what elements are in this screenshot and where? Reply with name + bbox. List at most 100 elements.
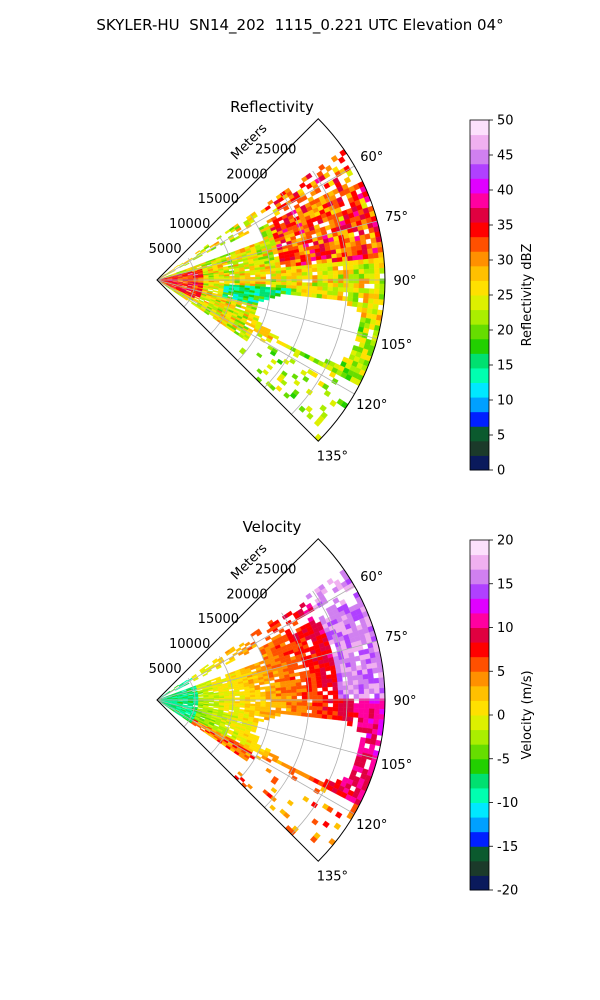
- radar-cell: [362, 302, 369, 309]
- colorbar-segment: [470, 744, 489, 760]
- radar-cell: [306, 292, 313, 298]
- radar-cell: [260, 281, 266, 285]
- radar-cell: [291, 620, 299, 627]
- radar-cell: [286, 272, 292, 277]
- colorbar-segment: [470, 715, 489, 731]
- radar-cell: [306, 412, 314, 420]
- radar-cell: [270, 701, 277, 706]
- radar-cell: [332, 266, 339, 271]
- azimuth-tick-label: 75°: [385, 210, 408, 225]
- radar-cell: [190, 722, 197, 727]
- radar-cell: [342, 256, 348, 262]
- radar-cell: [371, 242, 378, 249]
- radar-cell: [336, 677, 343, 683]
- colorbar-tick-label: 35: [497, 219, 514, 234]
- radar-cell: [327, 710, 333, 716]
- radar-cell: [351, 250, 358, 257]
- radar-cell: [327, 682, 333, 688]
- radar-cell: [316, 713, 323, 719]
- colorbar-segment: [470, 773, 489, 789]
- radar-cell: [333, 278, 339, 284]
- radar-cell: [356, 245, 363, 251]
- radar-cell: [292, 351, 300, 359]
- radar-cell: [270, 284, 277, 288]
- radar-cell: [272, 334, 280, 341]
- radar-cell: [332, 711, 339, 716]
- radar-cell: [368, 298, 374, 305]
- radar-cell: [291, 285, 297, 290]
- radar-cell: [327, 274, 334, 280]
- radar-cell: [348, 698, 355, 704]
- radar-cell: [341, 672, 348, 678]
- radar-cell: [358, 273, 365, 279]
- radar-cell: [270, 787, 278, 794]
- radar-cell: [361, 249, 369, 255]
- radar-cell: [332, 270, 339, 276]
- radar-cell: [332, 702, 339, 708]
- radar-cell: [275, 690, 282, 694]
- azimuth-spoke: [156, 165, 355, 281]
- radar-cell: [234, 693, 240, 697]
- radar-cell: [290, 262, 297, 267]
- radar-cell: [301, 691, 308, 696]
- radar-cell: [321, 259, 328, 264]
- radial-tick-label: 5000: [149, 242, 182, 257]
- radar-cell: [213, 696, 220, 699]
- radar-cell: [347, 680, 354, 686]
- radar-cell: [366, 663, 373, 670]
- radar-cell: [319, 404, 327, 413]
- radar-cell: [317, 271, 323, 276]
- radar-cell: [281, 276, 287, 280]
- radar-cell: [374, 288, 380, 295]
- radar-cell: [362, 673, 369, 680]
- radar-cell: [326, 577, 335, 586]
- radar-cell: [316, 683, 323, 689]
- radar-cell: [353, 273, 360, 280]
- radar-cell: [353, 689, 360, 695]
- radar-cell: [342, 711, 349, 717]
- radar-cell: [255, 692, 261, 695]
- radar-cell: [286, 285, 292, 289]
- radar-cell: [368, 683, 375, 690]
- radar-cell: [332, 291, 339, 296]
- radar-cell: [301, 275, 308, 280]
- radar-cell: [378, 714, 385, 721]
- radar-cell: [358, 684, 365, 690]
- radar-cell: [347, 712, 354, 718]
- radar-cell: [313, 419, 322, 427]
- radar-cell: [348, 684, 354, 691]
- radar-cell: [350, 241, 357, 248]
- radar-cell: [296, 705, 303, 710]
- radar-data-cells: [156, 568, 386, 846]
- radar-cell: [343, 707, 349, 713]
- colorbar-tick-label: -20: [497, 884, 518, 899]
- radar-cell: [280, 270, 287, 274]
- radar-cell: [371, 662, 378, 669]
- radar-cell: [311, 713, 318, 718]
- radar-cell: [347, 255, 354, 262]
- azimuth-spoke: [156, 640, 378, 701]
- range-ring: [264, 192, 310, 388]
- radar-cell: [379, 262, 385, 269]
- colorbar-segment: [470, 758, 489, 774]
- radar-cell: [358, 278, 365, 284]
- colorbar-segment: [470, 598, 489, 614]
- radar-cell: [363, 683, 370, 690]
- radar-cell: [363, 713, 370, 719]
- radar-cell: [312, 695, 318, 700]
- radar-cell: [327, 690, 334, 696]
- radar-cell: [379, 288, 385, 295]
- radar-cell: [184, 682, 190, 687]
- colorbar-segment: [470, 627, 489, 643]
- radar-cell: [356, 665, 363, 671]
- radar-cell: [335, 248, 342, 254]
- colorbar-segment: [470, 426, 489, 442]
- radar-cell: [378, 294, 385, 301]
- radar-cell: [270, 276, 277, 280]
- radar-cell: [338, 698, 344, 704]
- radar-cell: [358, 712, 364, 719]
- radar-cell: [347, 296, 354, 302]
- radar-cell: [306, 260, 312, 266]
- radar-cell: [291, 269, 297, 274]
- radar-cell: [333, 822, 342, 831]
